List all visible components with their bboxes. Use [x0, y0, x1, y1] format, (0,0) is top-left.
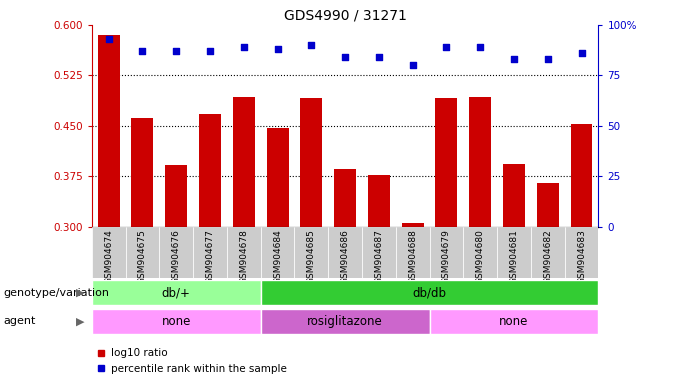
Bar: [233, 97, 255, 227]
Bar: [402, 223, 424, 227]
Bar: [159, 227, 193, 278]
Text: GSM904687: GSM904687: [375, 229, 384, 284]
Bar: [199, 114, 221, 227]
Bar: [165, 165, 187, 227]
Bar: [98, 35, 120, 227]
Bar: [92, 280, 260, 305]
Bar: [362, 227, 396, 278]
Bar: [260, 280, 598, 305]
Point: [306, 42, 317, 48]
Bar: [430, 227, 463, 278]
Bar: [469, 97, 491, 227]
Text: GSM904682: GSM904682: [543, 229, 552, 284]
Bar: [301, 98, 322, 227]
Title: GDS4990 / 31271: GDS4990 / 31271: [284, 8, 407, 22]
Bar: [92, 309, 260, 334]
Bar: [260, 309, 430, 334]
Bar: [260, 227, 294, 278]
Point: [205, 48, 216, 54]
Bar: [193, 227, 227, 278]
Point: [475, 44, 486, 50]
Point: [272, 46, 283, 52]
Bar: [267, 128, 288, 227]
Text: agent: agent: [3, 316, 36, 326]
Text: db/db: db/db: [413, 286, 447, 299]
Bar: [334, 169, 356, 227]
Point: [509, 56, 520, 62]
Bar: [564, 227, 598, 278]
Bar: [396, 227, 430, 278]
Point: [373, 54, 384, 60]
Text: none: none: [499, 315, 528, 328]
Text: GSM904679: GSM904679: [442, 229, 451, 284]
Bar: [463, 227, 497, 278]
Text: GSM904678: GSM904678: [239, 229, 248, 284]
Text: db/+: db/+: [162, 286, 190, 299]
Point: [407, 62, 418, 68]
Text: GSM904686: GSM904686: [341, 229, 350, 284]
Bar: [571, 124, 592, 227]
Bar: [131, 118, 154, 227]
Point: [576, 50, 587, 56]
Text: none: none: [162, 315, 191, 328]
Text: genotype/variation: genotype/variation: [3, 288, 109, 298]
Text: GSM904688: GSM904688: [408, 229, 417, 284]
Bar: [497, 227, 531, 278]
Point: [137, 48, 148, 54]
Bar: [294, 227, 328, 278]
Bar: [537, 183, 559, 227]
Text: GSM904681: GSM904681: [509, 229, 518, 284]
Text: GSM904675: GSM904675: [138, 229, 147, 284]
Bar: [531, 227, 564, 278]
Bar: [503, 164, 525, 227]
Text: GSM904676: GSM904676: [172, 229, 181, 284]
Text: ▶: ▶: [76, 316, 84, 326]
Text: GSM904680: GSM904680: [476, 229, 485, 284]
Bar: [435, 98, 458, 227]
Point: [441, 44, 452, 50]
Bar: [227, 227, 260, 278]
Text: GSM904677: GSM904677: [205, 229, 214, 284]
Text: GSM904683: GSM904683: [577, 229, 586, 284]
Bar: [126, 227, 159, 278]
Point: [103, 36, 114, 42]
Text: ▶: ▶: [76, 288, 84, 298]
Text: GSM904684: GSM904684: [273, 229, 282, 284]
Bar: [328, 227, 362, 278]
Bar: [368, 175, 390, 227]
Point: [543, 56, 554, 62]
Text: GSM904674: GSM904674: [104, 229, 113, 284]
Text: rosiglitazone: rosiglitazone: [307, 315, 383, 328]
Text: GSM904685: GSM904685: [307, 229, 316, 284]
Bar: [430, 309, 598, 334]
Point: [340, 54, 351, 60]
Legend: log10 ratio, percentile rank within the sample: log10 ratio, percentile rank within the …: [97, 348, 286, 374]
Bar: [92, 227, 126, 278]
Point: [171, 48, 182, 54]
Point: [239, 44, 250, 50]
